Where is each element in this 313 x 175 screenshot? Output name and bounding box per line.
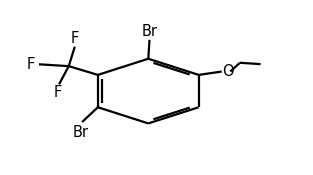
Text: O: O xyxy=(222,64,234,79)
Text: F: F xyxy=(71,31,79,46)
Text: F: F xyxy=(54,85,62,100)
Text: Br: Br xyxy=(141,24,157,39)
Text: F: F xyxy=(27,57,35,72)
Text: Br: Br xyxy=(73,125,89,140)
